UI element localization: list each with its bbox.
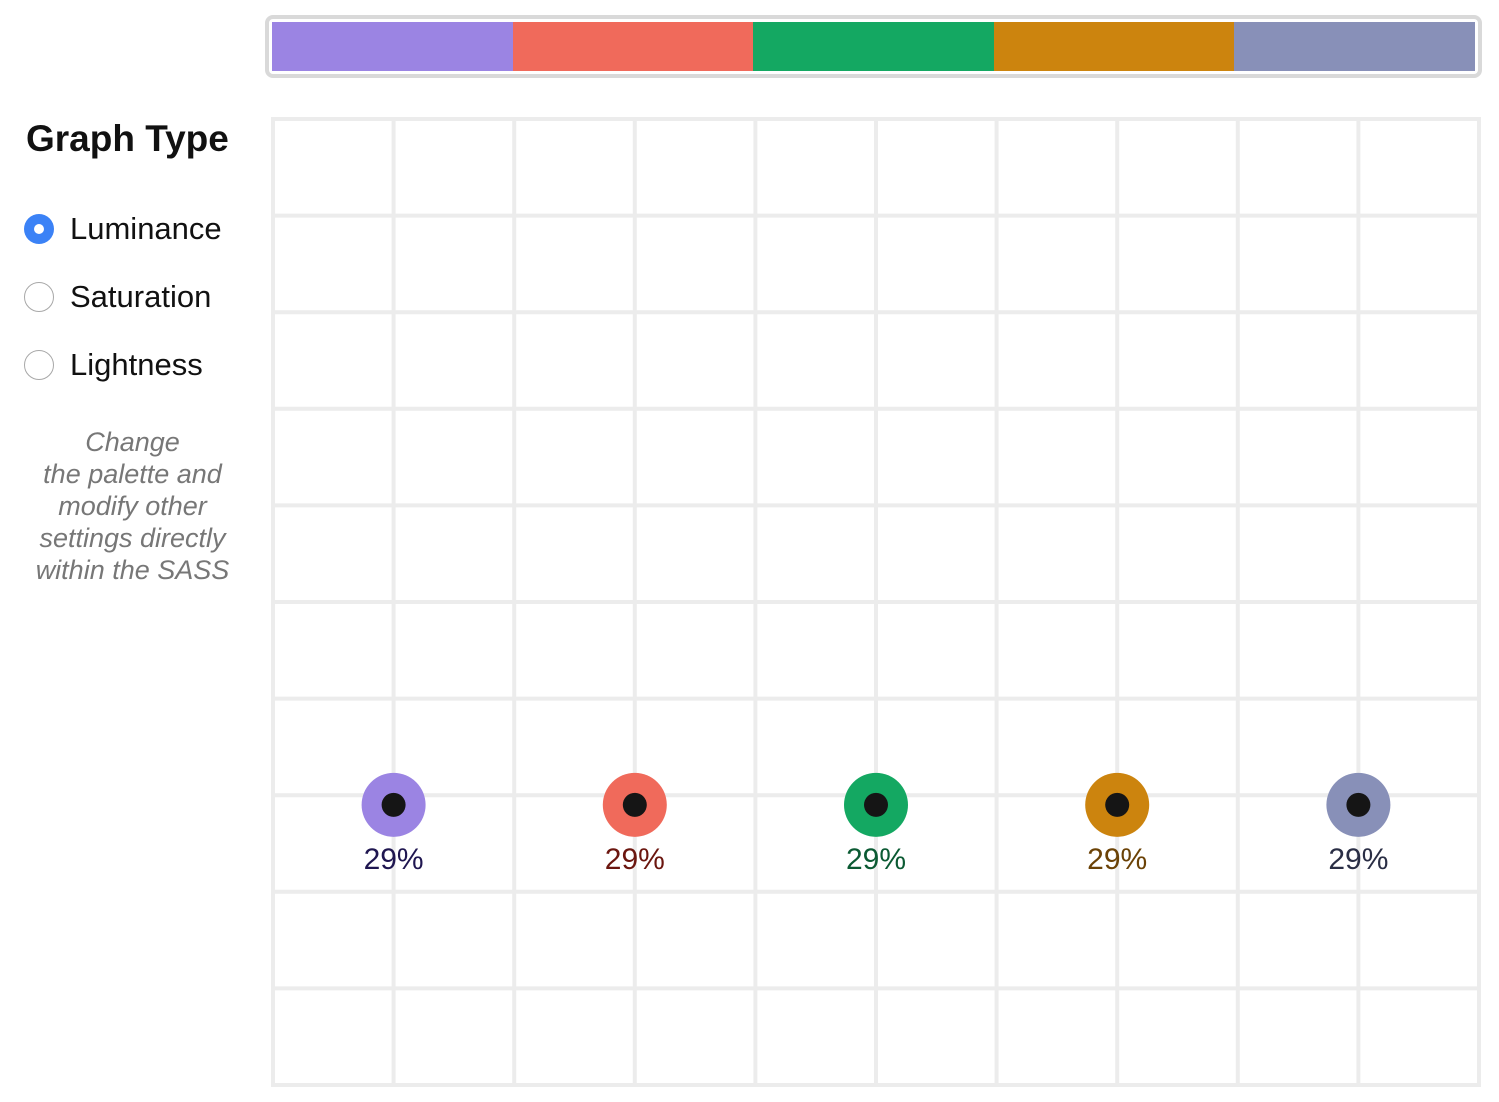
- help-note: Change the palette and modify other sett…: [0, 426, 265, 586]
- option-saturation[interactable]: Saturation: [24, 279, 211, 315]
- data-label-2: 29%: [604, 842, 665, 876]
- option-lightness[interactable]: Lightness: [24, 347, 203, 383]
- data-point-center-4: [1105, 792, 1130, 817]
- data-label-1: 29%: [363, 842, 424, 876]
- option-label-luminance: Luminance: [70, 211, 222, 246]
- help-note-line: within the SASS: [35, 555, 230, 585]
- radio-saturation[interactable]: [24, 282, 54, 312]
- palette-strip: [265, 15, 1482, 78]
- radio-lightness[interactable]: [24, 350, 54, 380]
- data-label-5: 29%: [1328, 842, 1389, 876]
- option-label-lightness: Lightness: [70, 347, 203, 382]
- option-luminance[interactable]: Luminance: [24, 211, 222, 247]
- data-point-center-2: [622, 792, 647, 817]
- palette-swatch-1: [272, 22, 513, 71]
- palette-swatch-4: [993, 22, 1235, 71]
- data-label-4: 29%: [1087, 842, 1148, 876]
- data-point-center-1: [381, 792, 406, 817]
- palette-swatch-5: [1234, 22, 1475, 71]
- option-label-saturation: Saturation: [70, 279, 212, 314]
- palette-swatch-3: [753, 22, 994, 71]
- help-note-line: settings directly: [39, 523, 226, 553]
- help-note-line: modify other: [58, 491, 207, 521]
- data-point-center-5: [1346, 792, 1371, 817]
- luminance-chart: 29% 29% 29% 29% 29%: [270, 116, 1482, 1088]
- help-note-line: the palette and: [43, 459, 222, 489]
- graph-type-heading: Graph Type: [26, 118, 229, 159]
- chart-plot-area: [271, 117, 1481, 1087]
- data-label-3: 29%: [845, 842, 907, 876]
- palette-swatch-2: [512, 22, 754, 71]
- radio-luminance[interactable]: [24, 214, 54, 244]
- help-note-line: Change: [85, 427, 180, 457]
- data-point-center-3: [864, 792, 888, 817]
